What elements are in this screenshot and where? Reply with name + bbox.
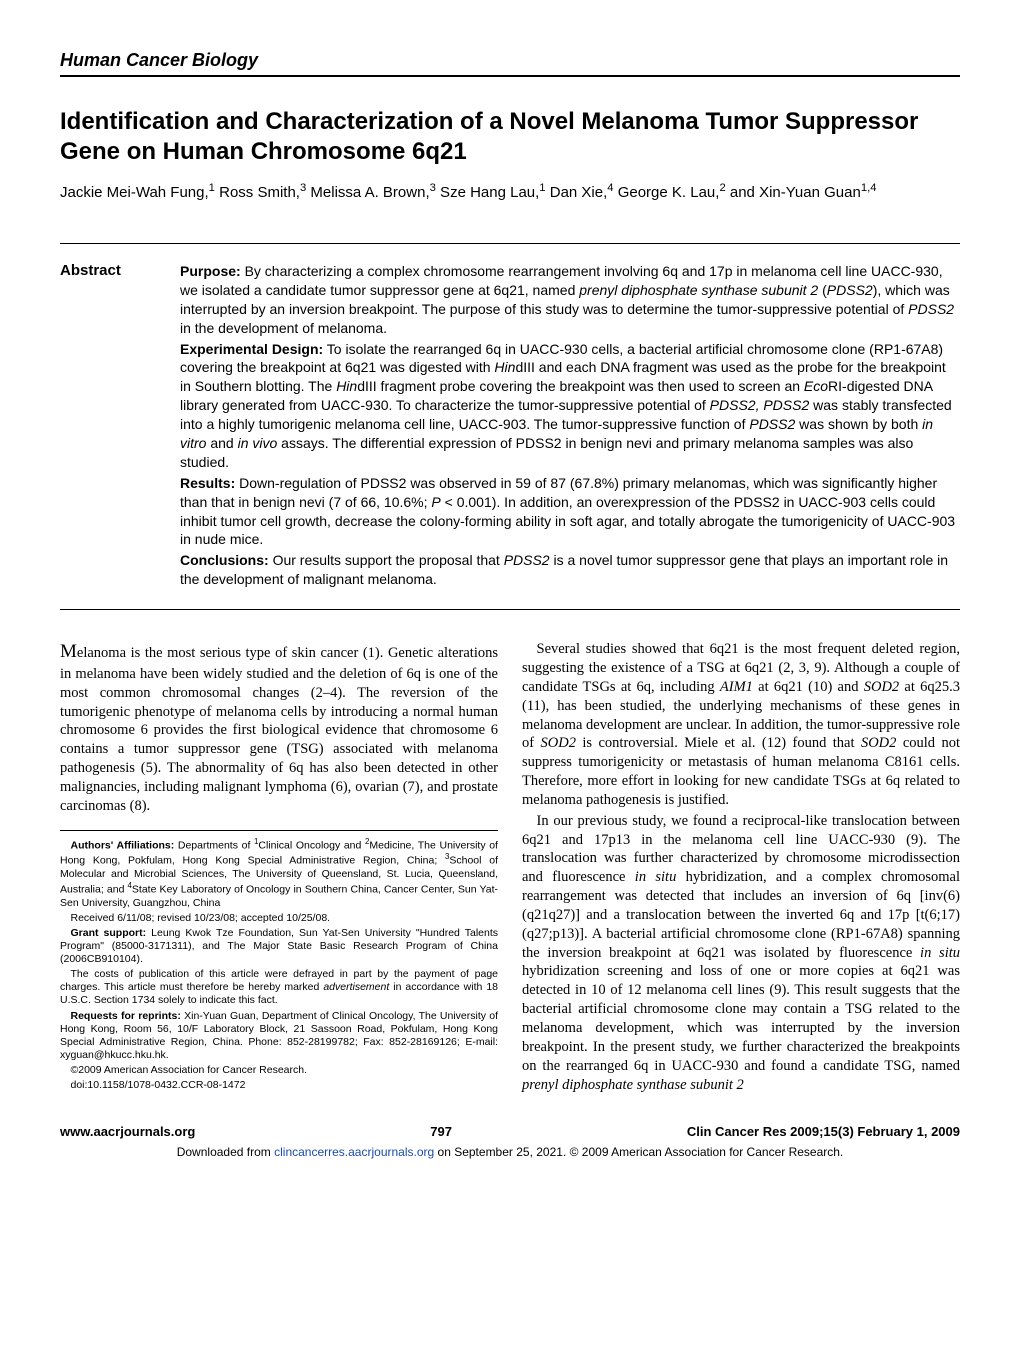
abstract-purpose-text: By characterizing a complex chromosome r…: [180, 263, 954, 336]
abstract-label-column: Abstract: [60, 262, 180, 591]
footer-page-number: 797: [430, 1124, 452, 1139]
footer-left: www.aacrjournals.org: [60, 1124, 195, 1139]
footer-bar: www.aacrjournals.org 797 Clin Cancer Res…: [60, 1124, 960, 1139]
abstract-design: Experimental Design: To isolate the rear…: [180, 340, 960, 472]
footnote-costs: The costs of publication of this article…: [60, 968, 498, 1007]
journal-category: Human Cancer Biology: [60, 50, 960, 71]
footnote-affiliations: Authors' Affiliations: Departments of 1C…: [60, 837, 498, 910]
left-column: Melanoma is the most serious type of ski…: [60, 640, 498, 1096]
header-rule: [60, 75, 960, 77]
abstract-design-text: To isolate the rearranged 6q in UACC-930…: [180, 341, 952, 470]
article-title: Identification and Characterization of a…: [60, 107, 960, 167]
body-columns: Melanoma is the most serious type of ski…: [60, 640, 960, 1096]
header-section: Human Cancer Biology: [60, 50, 960, 77]
body-left-p1: Melanoma is the most serious type of ski…: [60, 640, 498, 815]
footnote-received: Received 6/11/08; revised 10/23/08; acce…: [60, 912, 498, 925]
right-column: Several studies showed that 6q21 is the …: [522, 640, 960, 1096]
footnote-copyright: ©2009 American Association for Cancer Re…: [60, 1064, 498, 1077]
footnote-reprints: Requests for reprints: Xin-Yuan Guan, De…: [60, 1010, 498, 1063]
abstract-results: Results: Down-regulation of PDSS2 was ob…: [180, 474, 960, 550]
abstract-results-text: Down-regulation of PDSS2 was observed in…: [180, 475, 955, 548]
footer-right: Clin Cancer Res 2009;15(3) February 1, 2…: [687, 1124, 960, 1139]
footnote-grant: Grant support: Leung Kwok Tze Foundation…: [60, 927, 498, 966]
abstract-block: Abstract Purpose: By characterizing a co…: [60, 243, 960, 610]
abstract-purpose: Purpose: By characterizing a complex chr…: [180, 262, 960, 338]
body-right-p1: Several studies showed that 6q21 is the …: [522, 640, 960, 810]
footnote-doi: doi:10.1158/1078-0432.CCR-08-1472: [60, 1079, 498, 1092]
footnote-rule: [60, 830, 498, 831]
abstract-conclusions-text: Our results support the proposal that PD…: [180, 552, 948, 587]
authors-line: Jackie Mei-Wah Fung,1 Ross Smith,3 Melis…: [60, 181, 960, 203]
download-note: Downloaded from clincancerres.aacrjourna…: [60, 1145, 960, 1161]
body-right-p2: In our previous study, we found a recipr…: [522, 812, 960, 1095]
footnotes: Authors' Affiliations: Departments of 1C…: [60, 837, 498, 1093]
abstract-body: Purpose: By characterizing a complex chr…: [180, 262, 960, 591]
abstract-conclusions: Conclusions: Our results support the pro…: [180, 551, 960, 589]
abstract-label: Abstract: [60, 262, 121, 279]
